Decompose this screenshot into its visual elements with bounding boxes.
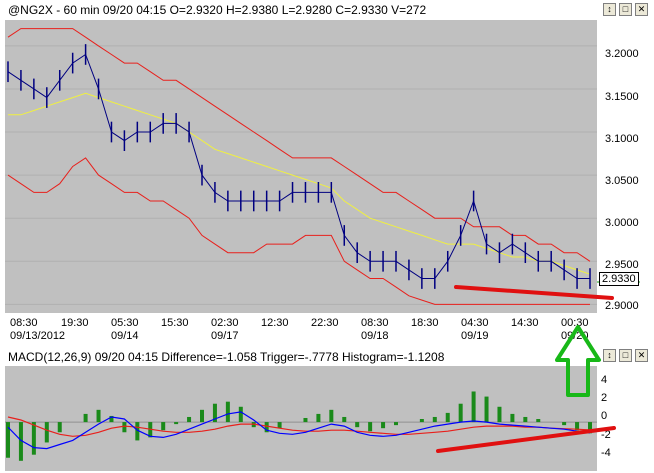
y-tick-label: 3.1500 <box>605 91 639 103</box>
y-tick-label: 2 <box>601 392 608 404</box>
x-tick-label: 08:30 <box>361 317 389 329</box>
x-tick-label: 04:30 <box>461 317 489 329</box>
histogram-bar <box>200 409 204 423</box>
scroll-button[interactable]: ↕ <box>603 349 616 362</box>
x-tick-label: 02:30 <box>211 317 239 329</box>
histogram-bar <box>6 422 10 458</box>
y-tick-label: 0 <box>601 410 608 422</box>
macd-window: MACD(12,26,9) 09/20 04:15 Difference=-1.… <box>0 346 654 473</box>
histogram-bar <box>174 422 179 425</box>
histogram-bar <box>96 409 101 423</box>
histogram-bar <box>161 422 166 431</box>
price-plot-area[interactable] <box>5 20 597 313</box>
x-tick-label: 05:30 <box>111 317 139 329</box>
lower-band-line <box>7 157 590 305</box>
histogram-bar <box>44 422 49 443</box>
close-button[interactable]: ✕ <box>635 349 648 362</box>
histogram-bar <box>445 412 450 423</box>
histogram-bar <box>355 422 360 428</box>
x-tick-label: 22:30 <box>311 317 339 329</box>
scroll-button[interactable]: ↕ <box>603 3 616 16</box>
close-button[interactable]: ✕ <box>635 3 648 16</box>
price-line <box>7 53 590 279</box>
macd-line <box>7 411 591 450</box>
price-chart-window: @NG2X - 60 min 09/20 04:15 O=2.9320 H=2.… <box>5 3 648 342</box>
histogram-bar <box>484 396 489 423</box>
y-tick-label: 4 <box>601 374 608 386</box>
maximize-button[interactable]: □ <box>619 349 632 362</box>
y-tick-label: 3.2000 <box>605 48 639 60</box>
x-date-label: 09/17 <box>211 330 239 342</box>
histogram-bar <box>18 422 23 461</box>
histogram-bar <box>458 403 463 423</box>
histogram-bar <box>225 401 230 423</box>
histogram-bar <box>471 391 476 423</box>
y-tick-label: -2 <box>601 429 611 441</box>
histogram-bar <box>394 422 398 426</box>
histogram-bar <box>238 406 243 423</box>
x-tick-label: 15:30 <box>161 317 189 329</box>
histogram-bar <box>562 422 567 426</box>
macd-title: MACD(12,26,9) 09/20 04:15 Difference=-1.… <box>8 350 445 364</box>
macd-plot-svg <box>5 391 597 461</box>
y-tick-label: 3.0500 <box>605 175 639 187</box>
histogram-bar <box>536 419 541 423</box>
y-tick-label: -4 <box>601 447 611 459</box>
histogram-bar <box>316 413 321 423</box>
x-date-label: 09/20 <box>561 330 589 342</box>
x-date-label: 09/18 <box>361 330 389 342</box>
x-tick-label: 19:30 <box>61 317 89 329</box>
histogram-bar <box>264 422 269 433</box>
price-chart-title: @NG2X - 60 min 09/20 04:15 O=2.9320 H=2.… <box>8 3 427 17</box>
y-tick-label: 3.1000 <box>605 133 639 145</box>
histogram-bar <box>342 416 347 423</box>
histogram-bar <box>83 413 88 423</box>
y-tick-label: 3.0000 <box>605 217 639 229</box>
histogram-bar <box>57 422 62 433</box>
y-tick-label: 2.9000 <box>605 300 639 312</box>
y-tick-label: 2.9500 <box>605 259 639 271</box>
x-date-label: 09/14 <box>111 330 139 342</box>
x-date-label: 09/13/2012 <box>10 330 66 342</box>
histogram-bar <box>277 422 282 429</box>
histogram-bar <box>419 419 424 423</box>
histogram-bar <box>31 422 36 455</box>
last-price-marker: 2.9330 <box>599 272 639 286</box>
x-date-label: 09/19 <box>461 330 489 342</box>
x-tick-label: 12:30 <box>261 317 289 329</box>
histogram-bar <box>523 416 528 423</box>
upper-band-line <box>7 28 591 262</box>
histogram-bar <box>109 415 114 423</box>
histogram-bar <box>303 417 308 423</box>
x-tick-label: 00:30 <box>561 317 589 329</box>
histogram-bar <box>135 422 140 441</box>
histogram-bar <box>510 413 515 423</box>
price-plot-svg <box>5 28 640 305</box>
x-tick-label: 08:30 <box>10 317 38 329</box>
x-tick-label: 18:30 <box>411 317 439 329</box>
maximize-button[interactable]: □ <box>619 3 632 16</box>
histogram-bar <box>381 422 386 429</box>
histogram-bar <box>432 416 437 423</box>
histogram-bar <box>588 422 592 434</box>
moving-average-line <box>8 92 591 275</box>
histogram-bar <box>497 406 502 423</box>
histogram-bar <box>122 422 127 433</box>
histogram-bar <box>187 416 192 423</box>
x-tick-label: 14:30 <box>511 317 539 329</box>
histogram-bar <box>329 409 334 423</box>
histogram-bar <box>368 422 373 432</box>
histogram-bar <box>212 403 217 423</box>
